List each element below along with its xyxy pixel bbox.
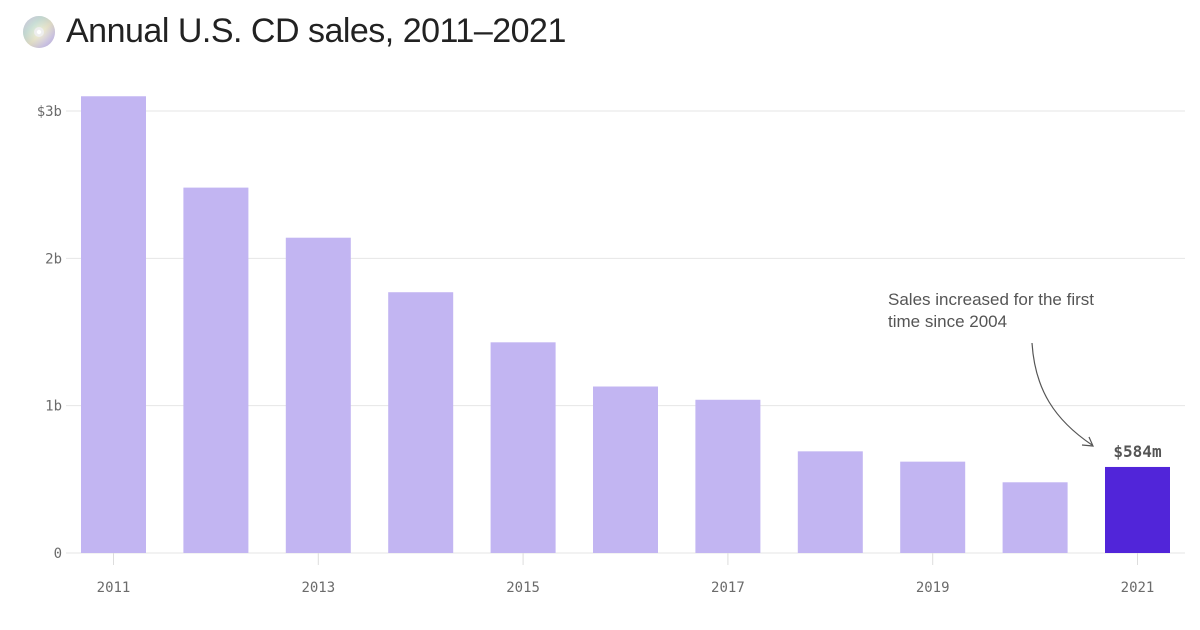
- x-tick-label: 2021: [1121, 580, 1155, 596]
- chart-title: Annual U.S. CD sales, 2011–2021: [66, 12, 566, 50]
- x-axis: 2011 2013 2015 2017 2019 2021: [97, 553, 1155, 596]
- bar-2020: [1002, 482, 1068, 553]
- annotation-arrow: [1031, 342, 1093, 446]
- bar-2012: [183, 187, 249, 553]
- bar-2013: [285, 237, 351, 553]
- bar-2018: [797, 451, 863, 553]
- optical-disc-icon: [23, 15, 55, 48]
- y-axis: 0 1b 2b $3b: [37, 104, 62, 562]
- x-tick-label: 2011: [97, 580, 131, 596]
- y-tick-label: 0: [54, 546, 62, 562]
- y-tick-label: 2b: [45, 251, 62, 267]
- x-tick-label: 2019: [916, 580, 950, 596]
- bar-2019: [900, 461, 966, 553]
- annotation: Sales increased for the first time since …: [888, 290, 1094, 447]
- annotation-text: Sales increased for the first: [888, 290, 1094, 309]
- x-tick-label: 2017: [711, 580, 745, 596]
- y-tick-label: $3b: [37, 104, 62, 120]
- bar-2015: [490, 342, 556, 553]
- bars: $584m: [81, 96, 1170, 554]
- x-tick-label: 2013: [301, 580, 335, 596]
- bar-2014: [388, 292, 454, 553]
- bar-2021: [1105, 466, 1170, 553]
- y-tick-label: 1b: [45, 399, 62, 415]
- data-label: $584m: [1113, 442, 1162, 461]
- annotation-text: time since 2004: [888, 312, 1007, 331]
- chart-header: Annual U.S. CD sales, 2011–2021: [22, 12, 566, 51]
- arrowhead-icon: [1081, 436, 1094, 447]
- x-tick-label: 2015: [506, 580, 540, 596]
- bar-2011: [81, 96, 146, 554]
- bar-2017: [695, 399, 761, 553]
- bar-2016: [593, 386, 658, 553]
